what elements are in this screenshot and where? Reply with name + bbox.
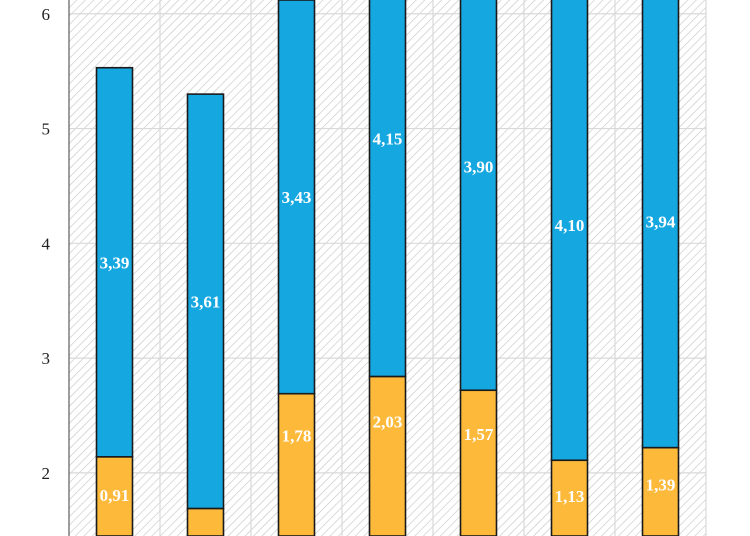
bar-segment [186, 93, 225, 510]
bar-segment [641, 446, 680, 536]
data-label: 4,15 [373, 129, 403, 148]
bar-segment [368, 375, 407, 536]
data-label: 3,90 [464, 157, 494, 176]
bar-segment [459, 389, 498, 536]
bar-segment [550, 459, 589, 536]
data-labels: 0,91 3,39 3,61 1,78 3,43 2,03 4,15 1,57 3,90 1,13… [100, 129, 676, 506]
data-label: 3,94 [646, 213, 676, 232]
data-label: 1,39 [646, 476, 676, 495]
data-label: 2,03 [373, 412, 403, 431]
data-label: 3,61 [191, 292, 221, 311]
bar-segment [277, 0, 316, 395]
y-tick-label: 3 [42, 349, 51, 368]
data-label: 1,57 [464, 425, 494, 444]
y-tick-label: 6 [42, 5, 51, 24]
data-label: 3,39 [100, 253, 130, 272]
bar-segment [95, 66, 134, 458]
data-label: 1,78 [282, 427, 312, 446]
y-tick-label: 5 [42, 120, 51, 139]
bar-segment [95, 456, 134, 536]
bar-segment [641, 0, 680, 449]
y-axis: 2 3 4 5 6 [42, 0, 70, 536]
bar-segment [368, 0, 407, 378]
bar-segment [550, 0, 589, 462]
y-tick-label: 2 [42, 464, 51, 483]
data-label: 1,13 [555, 487, 585, 506]
bar-segment [186, 507, 225, 536]
y-tick-label: 4 [42, 234, 51, 253]
data-label: 3,43 [282, 188, 312, 207]
bars [95, 0, 680, 536]
data-label: 4,10 [555, 216, 585, 235]
bar-segment [277, 392, 316, 536]
data-label: 0,91 [100, 486, 130, 505]
bar-segment [459, 0, 498, 392]
